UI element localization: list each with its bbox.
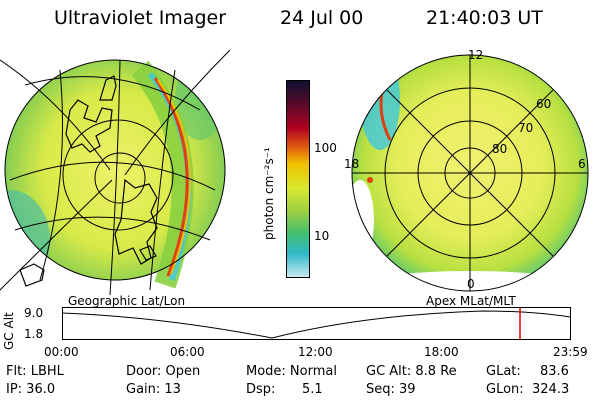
time-tick-0000: 00:00 bbox=[44, 345, 79, 359]
mlat-label-80: 80 bbox=[492, 142, 507, 156]
colorbar-tick-100: 100 bbox=[314, 141, 337, 155]
gc-alt-status: GC Alt: 8.8 Re bbox=[366, 364, 457, 379]
seq-status: Seq: 39 bbox=[366, 382, 416, 397]
filter-status: Flt: LBHL bbox=[6, 364, 64, 379]
colorbar bbox=[286, 80, 310, 278]
mlat-label-70: 70 bbox=[518, 121, 533, 135]
altitude-ytick-bottom: 1.8 bbox=[24, 327, 44, 341]
altitude-ytick-top: 9.0 bbox=[24, 306, 44, 320]
auroral-oval bbox=[153, 77, 189, 277]
door-status: Door: Open bbox=[126, 364, 201, 379]
glat-label: GLat: bbox=[486, 364, 521, 379]
glat-value: 83.6 bbox=[540, 364, 569, 379]
mlat-mlt-grid bbox=[351, 54, 589, 292]
time-label: 21:40:03 UT bbox=[426, 7, 543, 29]
glon-label: GLon: bbox=[486, 382, 524, 397]
geographic-map bbox=[0, 49, 231, 296]
dsp-value: 5.1 bbox=[302, 382, 323, 397]
coastlines bbox=[19, 75, 158, 287]
date-label: 24 Jul 00 bbox=[280, 7, 364, 29]
mlt-label-18: 18 bbox=[344, 157, 359, 171]
glon-value: 324.3 bbox=[532, 382, 570, 397]
time-tick-1800: 18:00 bbox=[424, 345, 459, 359]
altitude-curve bbox=[62, 310, 571, 339]
time-tick-1200: 12:00 bbox=[298, 345, 333, 359]
dsp-label: Dsp: bbox=[246, 382, 276, 397]
mode-status: Mode: Normal bbox=[246, 364, 337, 379]
mlt-label-0: 0 bbox=[467, 277, 475, 291]
mlt-label-12: 12 bbox=[468, 48, 483, 62]
mlat-label-60: 60 bbox=[536, 97, 551, 111]
colorbar-unit-label: photon cm⁻²s⁻¹ bbox=[262, 147, 276, 240]
colorbar-tick-10: 10 bbox=[314, 229, 330, 243]
altitude-plot-frame bbox=[62, 307, 571, 340]
magnetic-polar-map: 12 18 6 0 60 70 80 bbox=[344, 48, 589, 292]
altitude-ylabel: GC Alt bbox=[2, 312, 16, 350]
time-tick-0600: 06:00 bbox=[170, 345, 205, 359]
right-map-caption: Apex MLat/MLT bbox=[426, 294, 516, 308]
mlt-label-6: 6 bbox=[578, 157, 586, 171]
gain-status: Gain: 13 bbox=[126, 382, 181, 397]
altitude-plot bbox=[62, 307, 571, 340]
latlon-grid bbox=[0, 49, 231, 296]
instrument-title: Ultraviolet Imager bbox=[54, 7, 227, 29]
left-map-caption: Geographic Lat/Lon bbox=[68, 294, 186, 308]
ip-status: IP: 36.0 bbox=[6, 382, 56, 397]
time-tick-2359: 23:59 bbox=[553, 345, 588, 359]
